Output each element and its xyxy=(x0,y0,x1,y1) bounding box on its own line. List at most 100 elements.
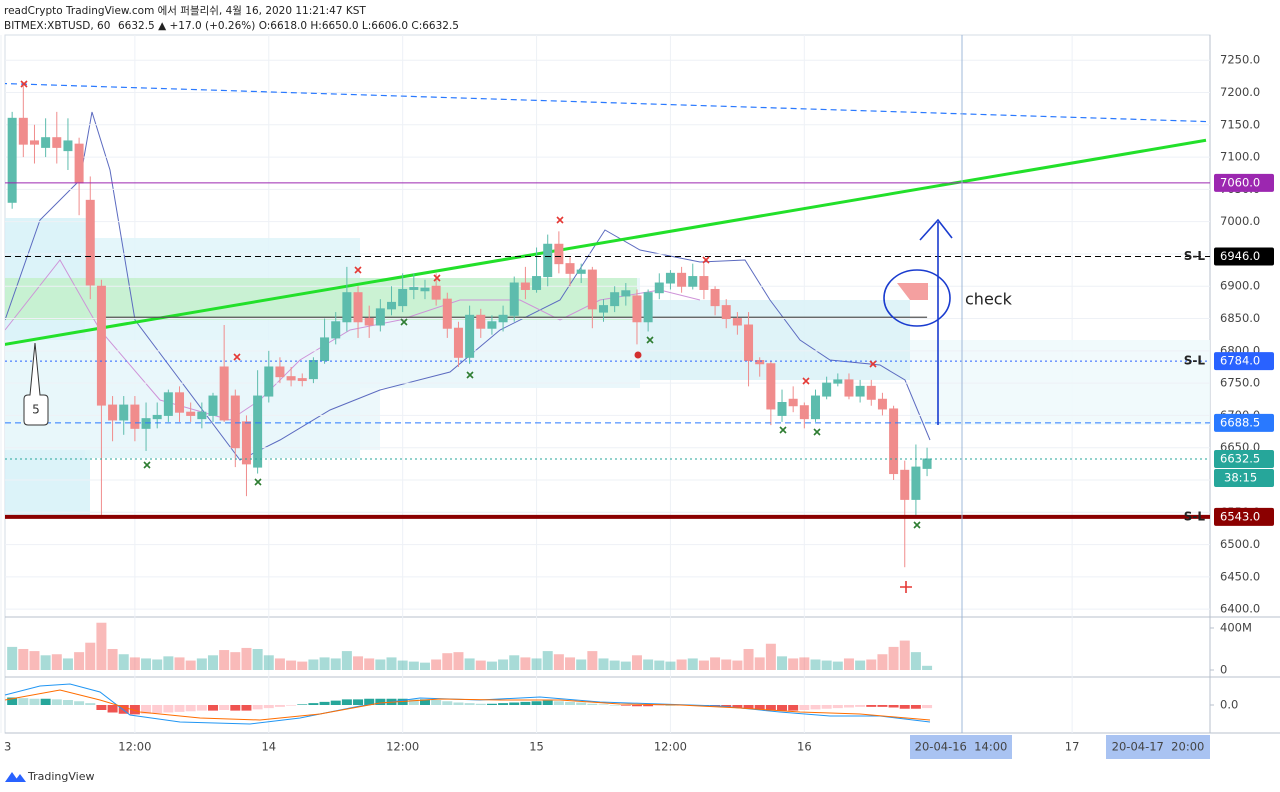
y-tick-label: 6450.0 xyxy=(1220,569,1260,583)
volume-bar xyxy=(7,646,18,670)
price-tag xyxy=(1214,247,1274,266)
candle-body xyxy=(85,199,95,286)
candle-body xyxy=(799,405,809,420)
volume-bar xyxy=(631,655,642,670)
candle-body xyxy=(766,363,776,410)
volume-bar xyxy=(51,654,62,670)
macd-bar xyxy=(520,701,531,705)
volume-bar xyxy=(252,648,263,670)
macd-bar xyxy=(910,705,921,709)
macd-bar xyxy=(765,705,776,711)
candle-body xyxy=(610,292,620,307)
highlight-box xyxy=(897,283,928,300)
volume-bar xyxy=(866,659,877,670)
macd-bar xyxy=(888,705,899,708)
macd-bar xyxy=(74,701,85,705)
macd-bar xyxy=(118,705,129,714)
logo xyxy=(5,772,26,782)
candle-body xyxy=(297,378,307,382)
volume-bar xyxy=(230,652,241,670)
macd-bar xyxy=(29,698,40,705)
volume-bar xyxy=(598,658,609,670)
volume-bar xyxy=(308,659,319,670)
volume-bar xyxy=(687,658,698,670)
volume-bar xyxy=(620,661,631,670)
cloud-green xyxy=(5,278,637,320)
volume-bar xyxy=(754,657,765,670)
x-tick-label: 15 xyxy=(529,740,544,754)
macd-line xyxy=(4,683,931,725)
candle-body xyxy=(487,321,497,329)
candle-body xyxy=(498,314,508,323)
volume-bar xyxy=(799,657,810,670)
cursor-label: 20-04-17 20:00 xyxy=(1112,740,1205,754)
candle-body xyxy=(431,285,441,300)
candle-body xyxy=(889,408,899,475)
volume-bar xyxy=(832,661,843,670)
candle-body xyxy=(554,243,564,265)
cloud xyxy=(5,340,380,450)
countdown-label: 38:15 xyxy=(1224,471,1257,485)
candle-body xyxy=(877,398,887,410)
candle-body xyxy=(688,276,698,287)
footer-brand: TradingView xyxy=(27,770,94,783)
buy-marker xyxy=(143,461,151,469)
volume-bar xyxy=(888,646,899,670)
y-tick-label: 6850.0 xyxy=(1220,311,1260,325)
buy-marker xyxy=(813,428,821,436)
volume-bar xyxy=(553,654,564,670)
volume-bar xyxy=(698,660,709,670)
volume-bar xyxy=(219,650,230,670)
volume-bar xyxy=(877,654,888,670)
volume-bar xyxy=(565,657,576,670)
candle-body xyxy=(152,414,162,420)
macd-bar xyxy=(297,704,308,705)
macd-bar xyxy=(721,705,732,707)
x-tick-label: 12:00 xyxy=(118,740,151,754)
buy-marker xyxy=(466,371,474,379)
volume-bar xyxy=(96,622,107,670)
candle-body xyxy=(442,298,452,329)
macd-bar xyxy=(899,705,910,709)
candle-body xyxy=(74,143,84,184)
volume-bar xyxy=(386,657,397,670)
sell-marker xyxy=(556,216,564,224)
macd-bar xyxy=(509,702,520,705)
countdown-tag xyxy=(1214,469,1274,488)
candle-body xyxy=(710,288,720,307)
candle-body xyxy=(286,376,296,381)
candle-body xyxy=(755,360,765,365)
volume-bar xyxy=(330,658,341,670)
volume-bar xyxy=(464,658,475,670)
candle-body xyxy=(532,276,542,290)
candle-body xyxy=(721,305,731,320)
volume-bar xyxy=(453,652,464,670)
candle-body xyxy=(364,318,374,326)
macd-bar xyxy=(743,705,754,709)
macd-bar xyxy=(553,701,564,705)
volume-bar xyxy=(74,652,85,670)
signal-dot xyxy=(634,351,642,359)
y-tick-label: 7150.0 xyxy=(1220,117,1260,131)
volume-bar xyxy=(141,658,152,670)
candle-body xyxy=(163,392,173,416)
candle-body xyxy=(96,285,106,406)
macd-bar xyxy=(152,705,163,714)
volume-bar xyxy=(765,643,776,670)
buy-marker xyxy=(913,521,921,529)
annotation-callout: 5 xyxy=(32,403,40,417)
buy-marker xyxy=(646,336,654,344)
volume-bar xyxy=(520,657,531,670)
y-tick-label: 6500.0 xyxy=(1220,537,1260,551)
candle-body xyxy=(208,395,218,416)
volume-bar xyxy=(609,660,620,670)
trend-line xyxy=(5,82,1207,123)
macd-bar xyxy=(252,705,263,710)
candle-body xyxy=(911,466,921,500)
macd-bar xyxy=(620,705,631,706)
macd-bar xyxy=(810,705,821,710)
candle-body xyxy=(543,243,553,278)
volume-bar xyxy=(498,659,509,670)
macd-bar xyxy=(7,697,18,705)
candle-body xyxy=(599,305,608,313)
